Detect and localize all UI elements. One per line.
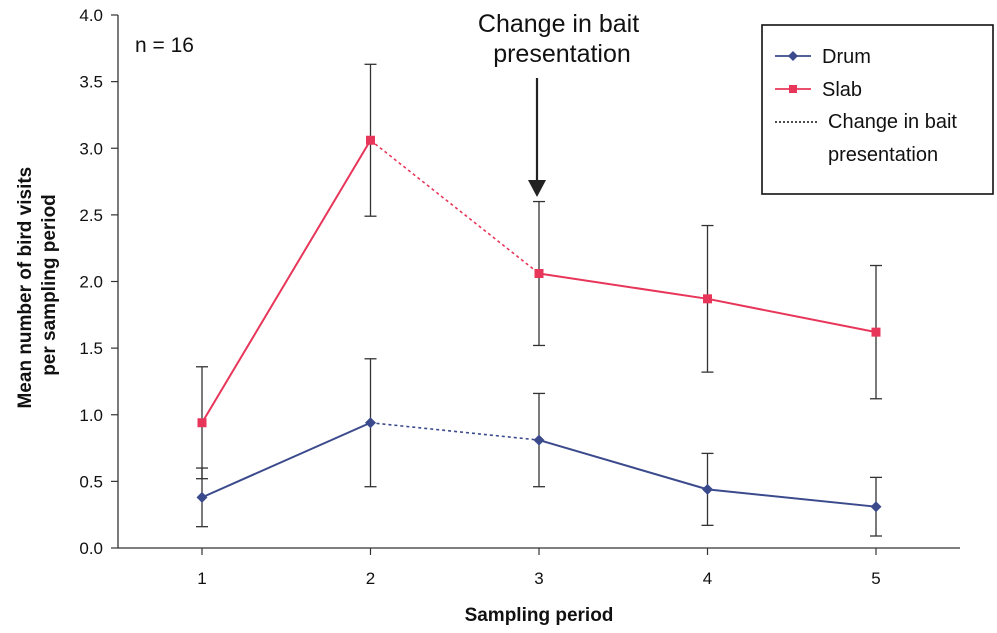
y-ticks: 0.0 0.5 1.0 1.5 2.0 2.5 3.0 3.5 4.0 (79, 6, 118, 558)
drum-line-segment (538, 439, 708, 491)
y-tick-label: 2.0 (79, 273, 103, 292)
n-label: n = 16 (135, 34, 194, 57)
drum-point (870, 501, 882, 513)
x-tick-label: 2 (366, 569, 375, 588)
annotation-text: Change in bait presentation (478, 10, 646, 68)
legend-drum-label: Drum (822, 46, 871, 68)
drum-line-segment (201, 421, 371, 499)
slab-point (534, 269, 544, 279)
y-tick-label: 3.5 (79, 73, 103, 92)
legend-dotted-label: Change in bait presentation (828, 111, 963, 166)
annotation-line-1: Change in bait (478, 10, 639, 38)
legend-slab-marker (789, 85, 797, 93)
legend-slab-label: Slab (822, 79, 862, 101)
x-ticks: 1 2 3 4 5 (197, 548, 881, 588)
series-lines (201, 139, 877, 508)
y-axis-title: Mean number of bird visits per sampling … (15, 161, 60, 408)
x-tick-label: 3 (534, 569, 543, 588)
slab-line-segment (707, 297, 877, 334)
annotation-line-2: presentation (493, 40, 631, 68)
y-tick-label: 1.5 (79, 339, 103, 358)
slab-point (703, 294, 712, 304)
y-axis-title-line-1: Mean number of bird visits (15, 167, 36, 409)
x-axis-title: Sampling period (465, 605, 614, 626)
drum-point (196, 491, 208, 503)
slab-point (366, 135, 375, 145)
x-tick-label: 5 (871, 569, 880, 588)
legend-dotted-label-line-1: Change in bait (828, 111, 957, 133)
slab-dotted-segment (370, 139, 540, 275)
drum-dotted-segment (370, 421, 540, 441)
annotation-arrow-head (528, 180, 546, 197)
series-markers (196, 135, 882, 513)
legend-box (761, 24, 994, 195)
y-tick-label: 2.5 (79, 206, 103, 225)
y-tick-label: 1.0 (79, 406, 103, 425)
y-tick-label: 3.0 (79, 139, 103, 158)
slab-line-segment (201, 139, 372, 424)
drum-point (533, 434, 545, 446)
legend-dotted-label-line-2: presentation (828, 144, 938, 166)
legend-drum-marker (788, 51, 798, 61)
drum-line-segment (707, 488, 877, 508)
y-tick-label: 4.0 (79, 6, 103, 25)
slab-point (197, 418, 207, 428)
y-axis-title-line-2: per sampling period (39, 194, 60, 376)
y-tick-label: 0.5 (79, 472, 103, 491)
drum-point (365, 417, 376, 429)
bait-change-annotation: Change in bait presentation (478, 10, 646, 197)
x-tick-label: 1 (197, 569, 206, 588)
slab-point (871, 327, 881, 337)
y-tick-label: 0.0 (79, 539, 103, 558)
x-tick-label: 4 (703, 569, 712, 588)
legend: Drum Slab Change in bait presentation (761, 24, 994, 195)
slab-line-segment (538, 272, 708, 300)
drum-point (702, 483, 713, 495)
